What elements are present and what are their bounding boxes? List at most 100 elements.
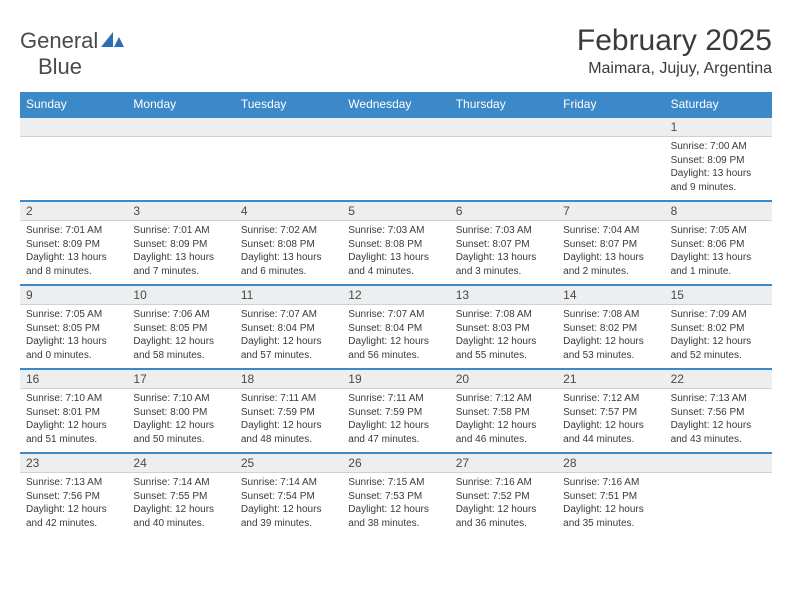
day-cell: Sunrise: 7:08 AMSunset: 8:03 PMDaylight:… [450, 305, 557, 368]
day-cell [235, 137, 342, 200]
day-info-line: Sunset: 8:04 PM [241, 322, 336, 336]
day-info-line: and 42 minutes. [26, 517, 121, 531]
day-info-line: Sunset: 8:07 PM [563, 238, 658, 252]
day-info-line: Sunset: 8:07 PM [456, 238, 551, 252]
day-info-line: Sunrise: 7:15 AM [348, 476, 443, 490]
day-info-line: Sunrise: 7:14 AM [133, 476, 228, 490]
date-number-cell: 1 [665, 116, 772, 137]
date-number-cell: 5 [342, 200, 449, 221]
day-cell [127, 137, 234, 200]
day-info-line: Sunset: 8:09 PM [671, 154, 766, 168]
date-number-cell: 25 [235, 452, 342, 473]
day-info-line: Daylight: 12 hours [456, 419, 551, 433]
day-info-line: and 47 minutes. [348, 433, 443, 447]
day-info-line: Sunrise: 7:00 AM [671, 140, 766, 154]
day-info-line: Daylight: 12 hours [133, 419, 228, 433]
day-info-line: and 9 minutes. [671, 181, 766, 195]
day-info-line: Sunset: 7:51 PM [563, 490, 658, 504]
day-info-line: Sunrise: 7:11 AM [348, 392, 443, 406]
date-number-cell [557, 116, 664, 137]
day-cell: Sunrise: 7:07 AMSunset: 8:04 PMDaylight:… [235, 305, 342, 368]
day-info-line: Daylight: 12 hours [348, 335, 443, 349]
day-info-line: and 44 minutes. [563, 433, 658, 447]
title-block: February 2025 Maimara, Jujuy, Argentina [577, 24, 772, 78]
day-info-line: Sunrise: 7:13 AM [671, 392, 766, 406]
date-number-cell [127, 116, 234, 137]
date-number-cell: 22 [665, 368, 772, 389]
date-number-cell: 7 [557, 200, 664, 221]
day-cell: Sunrise: 7:02 AMSunset: 8:08 PMDaylight:… [235, 221, 342, 284]
date-number-cell [20, 116, 127, 137]
date-number-cell: 2 [20, 200, 127, 221]
date-number-cell: 18 [235, 368, 342, 389]
day-info-line: Daylight: 12 hours [563, 335, 658, 349]
day-info-line: Sunset: 7:54 PM [241, 490, 336, 504]
date-number-cell: 16 [20, 368, 127, 389]
day-info-line: and 43 minutes. [671, 433, 766, 447]
day-info-line: Daylight: 13 hours [133, 251, 228, 265]
day-info-line: Sunrise: 7:12 AM [456, 392, 551, 406]
date-number-cell: 24 [127, 452, 234, 473]
date-number-cell: 20 [450, 368, 557, 389]
day-info-line: Daylight: 12 hours [671, 419, 766, 433]
day-info-line: and 8 minutes. [26, 265, 121, 279]
day-header: Tuesday [235, 92, 342, 116]
day-info-line: Daylight: 13 hours [26, 335, 121, 349]
date-number-cell: 19 [342, 368, 449, 389]
day-info-line: Sunset: 8:06 PM [671, 238, 766, 252]
day-info-line: Daylight: 12 hours [133, 503, 228, 517]
day-cell: Sunrise: 7:08 AMSunset: 8:02 PMDaylight:… [557, 305, 664, 368]
day-cell: Sunrise: 7:03 AMSunset: 8:07 PMDaylight:… [450, 221, 557, 284]
day-info-line: Sunrise: 7:12 AM [563, 392, 658, 406]
day-info-line: Sunset: 8:00 PM [133, 406, 228, 420]
day-info-line: and 51 minutes. [26, 433, 121, 447]
day-info-line: Sunset: 7:58 PM [456, 406, 551, 420]
day-info-line: and 39 minutes. [241, 517, 336, 531]
day-info-line: and 4 minutes. [348, 265, 443, 279]
day-cell: Sunrise: 7:11 AMSunset: 7:59 PMDaylight:… [235, 389, 342, 452]
day-header: Sunday [20, 92, 127, 116]
day-cell: Sunrise: 7:16 AMSunset: 7:51 PMDaylight:… [557, 473, 664, 536]
day-cell [20, 137, 127, 200]
day-info-line: Sunset: 7:55 PM [133, 490, 228, 504]
day-info-line: Sunrise: 7:07 AM [241, 308, 336, 322]
day-header: Wednesday [342, 92, 449, 116]
day-header: Thursday [450, 92, 557, 116]
date-number-cell: 9 [20, 284, 127, 305]
day-info-line: and 58 minutes. [133, 349, 228, 363]
day-cell [665, 473, 772, 536]
day-info-line: Sunset: 7:59 PM [348, 406, 443, 420]
day-info-line: Sunset: 8:09 PM [26, 238, 121, 252]
day-info-line: Sunset: 8:08 PM [241, 238, 336, 252]
day-info-line: Sunrise: 7:09 AM [671, 308, 766, 322]
day-info-line: Sunrise: 7:04 AM [563, 224, 658, 238]
logo-sail-icon [101, 35, 125, 52]
day-cell: Sunrise: 7:14 AMSunset: 7:55 PMDaylight:… [127, 473, 234, 536]
date-number-cell: 6 [450, 200, 557, 221]
day-info-line: Daylight: 12 hours [671, 335, 766, 349]
day-cell: Sunrise: 7:00 AMSunset: 8:09 PMDaylight:… [665, 137, 772, 200]
day-info-line: Daylight: 12 hours [241, 503, 336, 517]
date-number-cell: 15 [665, 284, 772, 305]
day-cell: Sunrise: 7:03 AMSunset: 8:08 PMDaylight:… [342, 221, 449, 284]
day-info-line: and 35 minutes. [563, 517, 658, 531]
day-info-line: Sunrise: 7:03 AM [456, 224, 551, 238]
day-info-line: Sunrise: 7:10 AM [133, 392, 228, 406]
day-cell: Sunrise: 7:15 AMSunset: 7:53 PMDaylight:… [342, 473, 449, 536]
date-number-cell [342, 116, 449, 137]
day-info-line: and 46 minutes. [456, 433, 551, 447]
date-number-cell [235, 116, 342, 137]
day-info-line: Sunset: 8:02 PM [563, 322, 658, 336]
day-info-line: Sunrise: 7:06 AM [133, 308, 228, 322]
day-info-line: Sunset: 8:05 PM [133, 322, 228, 336]
day-info-line: Sunset: 8:04 PM [348, 322, 443, 336]
date-number-cell: 26 [342, 452, 449, 473]
day-info-line: and 3 minutes. [456, 265, 551, 279]
day-info-line: and 57 minutes. [241, 349, 336, 363]
day-info-line: and 6 minutes. [241, 265, 336, 279]
day-info-line: Sunrise: 7:14 AM [241, 476, 336, 490]
day-info-line: Daylight: 12 hours [26, 419, 121, 433]
day-info-line: Sunrise: 7:03 AM [348, 224, 443, 238]
date-number-cell: 28 [557, 452, 664, 473]
logo-text: General Blue [20, 28, 125, 80]
